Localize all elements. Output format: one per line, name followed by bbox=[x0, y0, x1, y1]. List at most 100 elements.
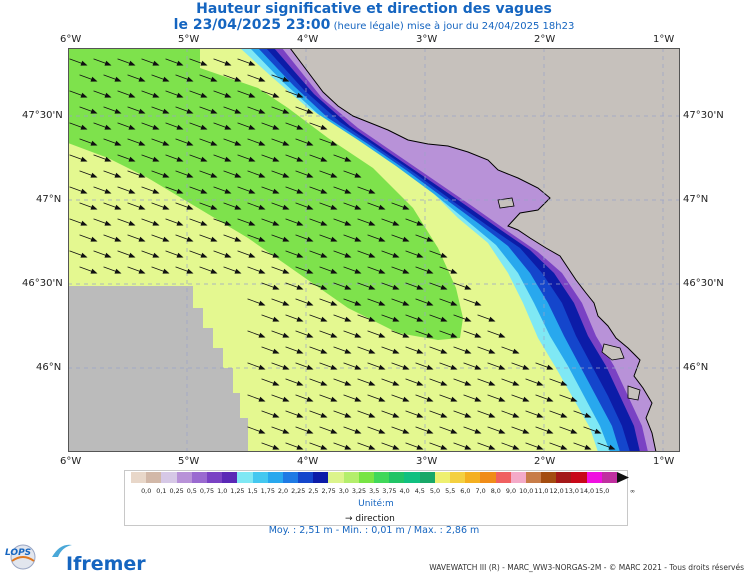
wave-direction-arrow bbox=[103, 138, 122, 146]
wave-direction-arrow bbox=[271, 74, 290, 82]
legend-direction: → direction bbox=[345, 514, 395, 524]
lon-label-bottom-4w: 4°W bbox=[297, 456, 319, 467]
lat-label-right-47: 47°N bbox=[683, 194, 709, 205]
wave-direction-arrow bbox=[501, 346, 520, 354]
wave-direction-arrow bbox=[415, 362, 434, 370]
wave-direction-arrow bbox=[117, 58, 136, 66]
wave-direction-arrow bbox=[405, 346, 424, 354]
wave-direction-arrow bbox=[487, 362, 506, 370]
wave-direction-arrow bbox=[285, 346, 304, 354]
wave-direction-arrow bbox=[223, 202, 242, 210]
wave-direction-arrow bbox=[535, 362, 554, 370]
wave-direction-arrow bbox=[429, 314, 448, 322]
wave-direction-arrow bbox=[237, 250, 256, 258]
direction-label: direction bbox=[355, 514, 395, 524]
wave-direction-arrow bbox=[295, 234, 314, 242]
legend-swatch bbox=[131, 472, 147, 483]
wave-direction-arrow bbox=[463, 362, 482, 370]
wave-direction-arrow bbox=[309, 154, 328, 162]
wave-direction-arrow bbox=[319, 170, 338, 178]
wave-direction-arrow bbox=[367, 266, 386, 274]
wave-direction-arrow bbox=[247, 202, 266, 210]
wave-direction-arrow bbox=[415, 266, 434, 274]
wave-direction-arrow bbox=[343, 266, 362, 274]
wave-direction-arrow bbox=[415, 426, 434, 434]
wave-direction-arrow bbox=[141, 122, 160, 130]
wave-direction-arrow bbox=[319, 362, 338, 370]
wave-height-map[interactable] bbox=[68, 48, 680, 452]
wave-direction-arrow bbox=[247, 426, 266, 434]
legend-swatch bbox=[586, 472, 602, 483]
wave-direction-arrow bbox=[333, 186, 352, 194]
lon-label-bottom-1w: 1°W bbox=[653, 456, 675, 467]
wave-direction-arrow bbox=[237, 218, 256, 226]
wave-direction-arrow bbox=[79, 266, 98, 274]
wave-direction-arrow bbox=[357, 410, 376, 418]
land-mass bbox=[289, 48, 680, 452]
lat-label-right-46: 46°N bbox=[683, 362, 709, 373]
wave-direction-arrow bbox=[333, 250, 352, 258]
wave-direction-arrow bbox=[175, 202, 194, 210]
wave-direction-arrow bbox=[285, 122, 304, 130]
wave-direction-arrow bbox=[199, 138, 218, 146]
wave-direction-arrow bbox=[213, 250, 232, 258]
wave-direction-arrow bbox=[309, 218, 328, 226]
wave-direction-arrow bbox=[199, 234, 218, 242]
wave-direction-arrow bbox=[319, 202, 338, 210]
wave-direction-arrow bbox=[319, 426, 338, 434]
wave-direction-arrow bbox=[333, 314, 352, 322]
wave-direction-arrow bbox=[151, 202, 170, 210]
wave-direction-arrow bbox=[79, 138, 98, 146]
wave-direction-arrow bbox=[237, 154, 256, 162]
legend-value-label: 15,0 bbox=[595, 487, 610, 495]
wave-direction-arrow bbox=[213, 218, 232, 226]
wave-direction-arrow bbox=[391, 234, 410, 242]
lon-label-bottom-3w: 3°W bbox=[416, 456, 438, 467]
wave-direction-arrow bbox=[69, 250, 88, 258]
wave-direction-arrow bbox=[357, 282, 376, 290]
wave-direction-arrow bbox=[559, 394, 578, 402]
wave-direction-arrow bbox=[391, 330, 410, 338]
wave-direction-arrow bbox=[309, 282, 328, 290]
wave-direction-arrow bbox=[127, 234, 146, 242]
legend-value-label: 6,0 bbox=[460, 487, 471, 495]
legend-swatch bbox=[328, 472, 344, 483]
wave-direction-arrow bbox=[247, 170, 266, 178]
wave-direction-arrow bbox=[535, 426, 554, 434]
lon-label-top-3w: 3°W bbox=[416, 34, 438, 45]
wave-direction-arrow bbox=[175, 234, 194, 242]
wave-direction-arrow bbox=[487, 330, 506, 338]
wave-direction-arrow bbox=[175, 106, 194, 114]
wave-direction-arrow bbox=[309, 346, 328, 354]
wave-direction-arrow bbox=[367, 426, 386, 434]
wave-direction-arrow bbox=[127, 74, 146, 82]
lon-label-top-2w: 2°W bbox=[534, 34, 556, 45]
wave-direction-arrow bbox=[141, 58, 160, 66]
wave-direction-arrow bbox=[439, 266, 458, 274]
wave-direction-arrow bbox=[151, 106, 170, 114]
wave-direction-arrow bbox=[69, 218, 88, 226]
wave-direction-arrow bbox=[333, 410, 352, 418]
wave-direction-arrow bbox=[271, 426, 290, 434]
wave-direction-arrow bbox=[343, 330, 362, 338]
wave-direction-arrow bbox=[285, 378, 304, 386]
legend-value-label: 4,0 bbox=[399, 487, 410, 495]
legend-value-label: 12,0 bbox=[549, 487, 564, 495]
lops-logo-text: LOPS bbox=[5, 548, 32, 558]
wave-direction-arrow bbox=[487, 426, 506, 434]
wave-direction-arrow bbox=[261, 186, 280, 194]
wave-direction-arrow bbox=[189, 122, 208, 130]
wave-direction-arrow bbox=[127, 266, 146, 274]
legend-value-label: 0,5 bbox=[186, 487, 197, 495]
wave-direction-arrow bbox=[189, 250, 208, 258]
wave-direction-arrow bbox=[295, 202, 314, 210]
legend-value-label: 3,25 bbox=[351, 487, 367, 495]
wave-direction-arrow bbox=[189, 90, 208, 98]
lon-label-top-1w: 1°W bbox=[653, 34, 675, 45]
wave-direction-arrow bbox=[367, 202, 386, 210]
legend-value-label: 8,0 bbox=[490, 487, 501, 495]
color-legend: 0,0 0,1 0,25 0,5 0,75 1,0 1,25 1,5 1,75 2,0 2,25 2,… bbox=[124, 470, 635, 526]
wave-direction-arrow bbox=[103, 202, 122, 210]
legend-swatch bbox=[525, 472, 542, 483]
wave-direction-arrow bbox=[223, 74, 242, 82]
